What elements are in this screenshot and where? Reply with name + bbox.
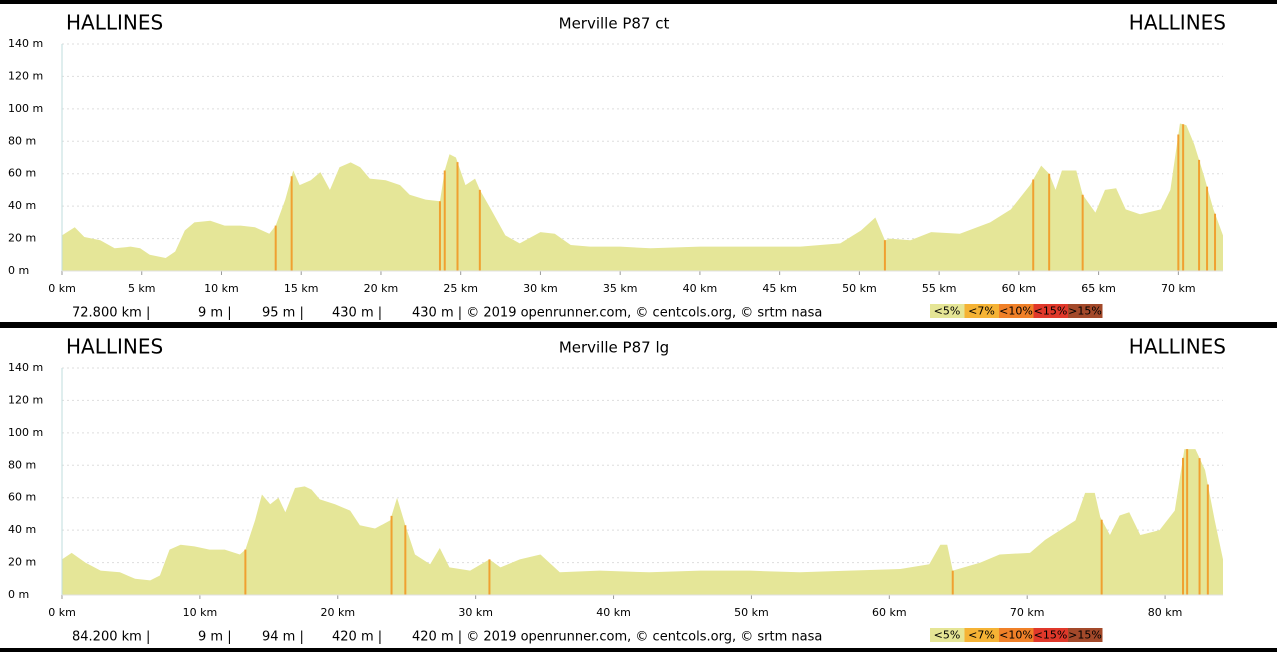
legend-swatch bbox=[999, 304, 1034, 318]
legend-label: <7% bbox=[968, 305, 995, 318]
legend-label: <10% bbox=[999, 629, 1033, 642]
footer-stat: 94 m | bbox=[262, 630, 304, 645]
x-tick-label: 20 km bbox=[364, 282, 399, 295]
elevation-area bbox=[62, 123, 1223, 271]
footer-stat: 84.200 km | bbox=[72, 630, 150, 645]
legend-label: >15% bbox=[1068, 305, 1102, 318]
separator bbox=[0, 648, 1277, 652]
chart-title: Merville P87 lg bbox=[559, 339, 669, 357]
footer-stat: 95 m | bbox=[262, 306, 304, 321]
y-tick-label: 140 m bbox=[8, 361, 43, 374]
footer-stat: 9 m | bbox=[198, 306, 232, 321]
chart-title: Merville P87 ct bbox=[559, 15, 670, 33]
x-tick-label: 70 km bbox=[1161, 282, 1196, 295]
footer-stat: 420 m | © 2019 openrunner.com, © centcol… bbox=[412, 630, 822, 645]
x-tick-label: 5 km bbox=[128, 282, 156, 295]
x-tick-label: 10 km bbox=[183, 606, 218, 619]
footer-stat: 430 m | bbox=[332, 306, 382, 321]
end-label: HALLINES bbox=[1129, 335, 1226, 359]
x-tick-label: 0 km bbox=[48, 282, 76, 295]
x-tick-label: 55 km bbox=[922, 282, 957, 295]
y-tick-label: 40 m bbox=[8, 523, 36, 536]
y-tick-label: 20 m bbox=[8, 556, 36, 569]
legend-swatch bbox=[930, 304, 965, 318]
start-label: HALLINES bbox=[66, 11, 163, 35]
legend-label: <15% bbox=[1034, 305, 1068, 318]
legend-swatch bbox=[1033, 628, 1068, 642]
footer-stat: 72.800 km | bbox=[72, 306, 150, 321]
start-label: HALLINES bbox=[66, 335, 163, 359]
y-tick-label: 0 m bbox=[8, 264, 29, 277]
x-tick-label: 10 km bbox=[204, 282, 239, 295]
legend-swatch bbox=[964, 628, 999, 642]
footer-stat: 430 m | © 2019 openrunner.com, © centcol… bbox=[412, 306, 822, 321]
x-tick-label: 50 km bbox=[734, 606, 769, 619]
legend-swatch bbox=[930, 628, 965, 642]
x-tick-label: 15 km bbox=[284, 282, 319, 295]
y-tick-label: 120 m bbox=[8, 69, 43, 82]
end-label: HALLINES bbox=[1129, 11, 1226, 35]
y-tick-label: 100 m bbox=[8, 426, 43, 439]
x-tick-label: 30 km bbox=[458, 606, 493, 619]
y-tick-label: 20 m bbox=[8, 232, 36, 245]
legend-label: >15% bbox=[1068, 629, 1102, 642]
legend-swatch bbox=[964, 304, 999, 318]
y-tick-label: 80 m bbox=[8, 458, 36, 471]
y-tick-label: 40 m bbox=[8, 199, 36, 212]
legend-swatch bbox=[1033, 304, 1068, 318]
x-tick-label: 0 km bbox=[48, 606, 76, 619]
separator bbox=[0, 0, 1277, 4]
y-tick-label: 0 m bbox=[8, 588, 29, 601]
legend-label: <5% bbox=[934, 629, 961, 642]
y-tick-label: 80 m bbox=[8, 134, 36, 147]
x-tick-label: 45 km bbox=[762, 282, 797, 295]
x-tick-label: 25 km bbox=[443, 282, 478, 295]
x-tick-label: 40 km bbox=[596, 606, 631, 619]
y-tick-label: 60 m bbox=[8, 167, 36, 180]
footer-stat: 9 m | bbox=[198, 630, 232, 645]
y-tick-label: 60 m bbox=[8, 491, 36, 504]
x-tick-label: 80 km bbox=[1148, 606, 1183, 619]
x-tick-label: 30 km bbox=[523, 282, 558, 295]
legend-label: <7% bbox=[968, 629, 995, 642]
footer-stat: 420 m | bbox=[332, 630, 382, 645]
x-tick-label: 70 km bbox=[1010, 606, 1045, 619]
x-tick-label: 35 km bbox=[603, 282, 638, 295]
legend-swatch bbox=[999, 628, 1034, 642]
separator bbox=[0, 322, 1277, 328]
legend-swatch bbox=[1068, 304, 1103, 318]
x-tick-label: 50 km bbox=[842, 282, 877, 295]
y-tick-label: 100 m bbox=[8, 102, 43, 115]
legend-label: <5% bbox=[934, 305, 961, 318]
x-tick-label: 65 km bbox=[1081, 282, 1116, 295]
x-tick-label: 20 km bbox=[320, 606, 355, 619]
legend-label: <10% bbox=[999, 305, 1033, 318]
x-tick-label: 60 km bbox=[1002, 282, 1037, 295]
legend-swatch bbox=[1068, 628, 1103, 642]
legend-label: <15% bbox=[1034, 629, 1068, 642]
x-tick-label: 60 km bbox=[872, 606, 907, 619]
y-tick-label: 120 m bbox=[8, 393, 43, 406]
y-tick-label: 140 m bbox=[8, 37, 43, 50]
elevation-area bbox=[62, 449, 1223, 595]
x-tick-label: 40 km bbox=[683, 282, 718, 295]
